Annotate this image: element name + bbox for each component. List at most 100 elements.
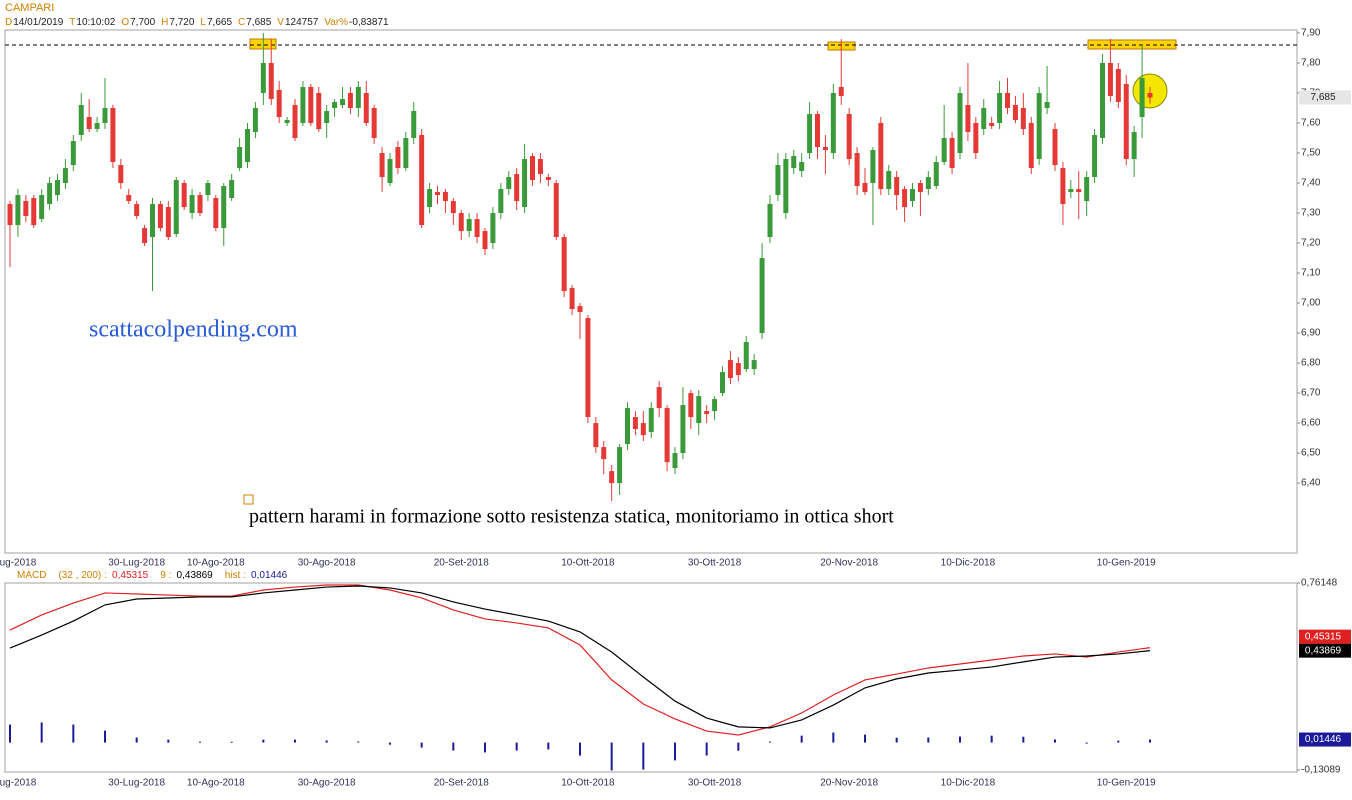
candle-body (957, 93, 963, 154)
candle-body (62, 168, 68, 184)
candle-body (181, 183, 187, 208)
candle-body (965, 105, 971, 133)
hist-bar (104, 730, 106, 743)
candle-body (1020, 108, 1026, 130)
last-value-label: 0,45315 (1305, 631, 1342, 642)
candle-body (917, 183, 923, 193)
candle-body (260, 63, 266, 94)
candle-body (252, 108, 258, 133)
series-name: hist (225, 570, 241, 581)
candle-body (625, 408, 630, 445)
candle-body (458, 213, 464, 232)
hist-bar (737, 742, 740, 751)
info-value: 124757 (285, 17, 319, 28)
candle-body (142, 228, 148, 244)
candle-body (1123, 84, 1129, 160)
hist-bar (199, 741, 201, 743)
candle-body (39, 195, 45, 220)
candle-body (664, 408, 670, 463)
candle-body (1005, 93, 1010, 109)
x-tick-label: 30-Lug-2018 (108, 778, 165, 789)
highlight-box (1087, 39, 1177, 50)
x-tick-label: 20-Set-2018 (434, 558, 489, 569)
y-tick-label: 6,50 (1301, 448, 1321, 459)
x-tick-label: 10-Ago-2018 (187, 778, 245, 789)
candle-body (569, 288, 575, 310)
x-tick-label: 30-Ott-2018 (688, 558, 742, 569)
hist-bar (294, 739, 296, 743)
hist-bar (927, 737, 930, 743)
candle-body (1115, 69, 1121, 103)
candle-body (791, 156, 797, 169)
watermark: scattacolpending.com (89, 317, 298, 343)
candle-body (973, 123, 979, 154)
x-tick-label: 20-Nov-2018 (820, 558, 878, 569)
hist-bar (1085, 742, 1088, 744)
macd-line (9, 584, 1151, 736)
info-value: 10:10:02 (76, 17, 115, 28)
y-tick-label: 6,80 (1301, 358, 1321, 369)
candle-body (340, 99, 345, 106)
candle-body (1036, 93, 1042, 160)
candle-body (783, 159, 789, 214)
candle-body (466, 219, 472, 232)
info-value: 7,685 (246, 17, 271, 28)
candle-body (276, 90, 282, 118)
y-tick-label: 7,80 (1301, 58, 1321, 69)
candle-body (1044, 102, 1050, 109)
hist-bar (40, 722, 43, 743)
hist-bar (832, 732, 835, 743)
hist-bar (1117, 740, 1120, 743)
candle-body (118, 165, 124, 184)
y-tick-label: 6,70 (1301, 388, 1321, 399)
candle-body (442, 192, 448, 202)
candle-body (727, 360, 733, 379)
candle-body (237, 147, 243, 169)
candle-body (799, 162, 805, 172)
candle-body (632, 417, 638, 430)
hist-bar (230, 741, 233, 743)
last-value-box (1299, 629, 1351, 644)
candle-body (134, 204, 140, 217)
candle-body (941, 138, 947, 163)
macd-line (9, 585, 1151, 729)
y-tick-label: 7,10 (1301, 268, 1321, 279)
info-key: V (277, 17, 284, 28)
candle-body (308, 87, 314, 124)
candle-body (545, 177, 551, 181)
candle-body (878, 123, 884, 190)
candle-body (221, 186, 227, 229)
candle-body (553, 183, 559, 238)
candle-body (537, 159, 543, 175)
candle-body (830, 93, 836, 154)
y-tick-label: 7,40 (1301, 178, 1321, 189)
annotation-marker (243, 494, 254, 505)
y-tick-label: 7,50 (1301, 148, 1321, 159)
candle-body (150, 204, 155, 238)
y-tick-label: 7,00 (1301, 298, 1321, 309)
x-tick-label: 10-Gen-2019 (1097, 558, 1156, 569)
candle-body (862, 183, 868, 193)
info-key: L (200, 17, 206, 28)
candle-body (585, 318, 591, 418)
info-key: O (121, 17, 129, 28)
candle-body (347, 93, 353, 109)
candle-body (403, 138, 409, 169)
candle-body (94, 123, 100, 130)
hist-bar (515, 742, 518, 751)
macd-header: MACD (32 , 200):0,45315 9:0,43869 hist:0,01… (17, 570, 288, 581)
candle-body (102, 108, 108, 124)
candle-body (949, 138, 955, 169)
hist-bar (420, 742, 423, 748)
candle-body (759, 258, 765, 334)
y-tick-label: 7,30 (1301, 208, 1321, 219)
candle-body (846, 114, 852, 160)
candle-body (1147, 93, 1153, 98)
candle-body (704, 411, 710, 415)
y-tick-label: 0,76148 (1301, 578, 1338, 589)
candle-body (735, 363, 741, 376)
candle-body (577, 306, 583, 313)
x-tick-label: 10-Ott-2018 (561, 778, 615, 789)
hist-bar (9, 724, 11, 743)
series-value: 0,45315 (112, 570, 149, 581)
